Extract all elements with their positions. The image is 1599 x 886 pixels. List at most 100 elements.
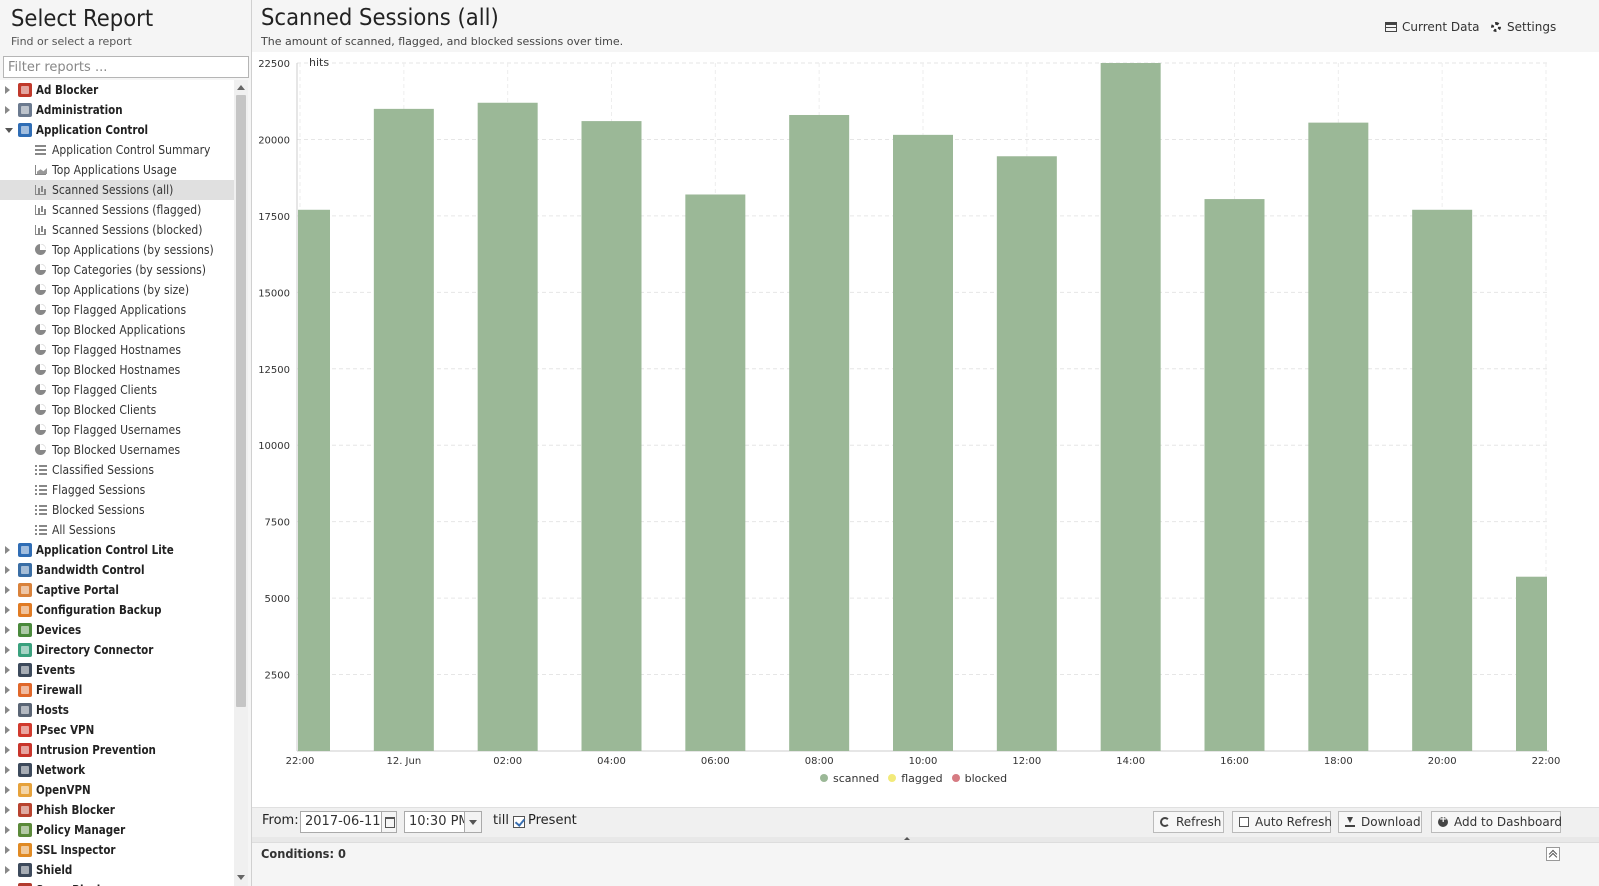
chevron-right-icon[interactable] — [5, 766, 10, 774]
bar-scanned[interactable] — [1516, 576, 1547, 751]
tree-category-phish-blocker[interactable]: Phish Blocker — [0, 800, 236, 820]
from-date-field[interactable]: 2017-06-11 — [300, 811, 396, 833]
ad-blocker-icon — [18, 83, 32, 97]
legend-item-scanned[interactable]: scanned — [820, 772, 879, 785]
tree-report-item[interactable]: Scanned Sessions (flagged) — [0, 200, 236, 220]
bar-scanned[interactable] — [996, 156, 1057, 752]
administration-icon — [18, 103, 32, 117]
tree-report-item[interactable]: Top Blocked Applications — [0, 320, 236, 340]
chevron-right-icon[interactable] — [5, 806, 10, 814]
tree-category-events[interactable]: Events — [0, 660, 236, 680]
tree-category-shield[interactable]: Shield — [0, 860, 236, 880]
bar-scanned[interactable] — [373, 108, 434, 751]
tree-category-intrusion-prevention[interactable]: Intrusion Prevention — [0, 740, 236, 760]
bar-scanned[interactable] — [1308, 122, 1369, 752]
tree-category-bandwidth-control[interactable]: Bandwidth Control — [0, 560, 236, 580]
tree-category-directory-connector[interactable]: Directory Connector — [0, 640, 236, 660]
legend-item-flagged[interactable]: flagged — [888, 772, 943, 785]
chevron-right-icon[interactable] — [5, 866, 10, 874]
chevron-right-icon[interactable] — [5, 706, 10, 714]
scroll-down-icon[interactable] — [237, 875, 245, 880]
tree-report-item[interactable]: Blocked Sessions — [0, 500, 236, 520]
auto-refresh-button[interactable]: Auto Refresh — [1232, 811, 1332, 833]
legend-item-blocked[interactable]: blocked — [951, 772, 1007, 785]
collapse-icon[interactable] — [1546, 847, 1560, 861]
tree-category-hosts[interactable]: Hosts — [0, 700, 236, 720]
tree-report-item[interactable]: Top Flagged Usernames — [0, 420, 236, 440]
tree-report-item[interactable]: Top Blocked Usernames — [0, 440, 236, 460]
chevron-right-icon[interactable] — [5, 106, 10, 114]
chevron-right-icon[interactable] — [5, 606, 10, 614]
chevron-right-icon[interactable] — [5, 566, 10, 574]
tree-category-openvpn[interactable]: OpenVPN — [0, 780, 236, 800]
chevron-right-icon[interactable] — [5, 546, 10, 554]
tree-report-item[interactable]: Top Blocked Clients — [0, 400, 236, 420]
tree-report-item[interactable]: Scanned Sessions (all) — [0, 180, 236, 200]
from-time-select[interactable]: 10:30 PM — [404, 811, 482, 833]
tree-report-item[interactable]: Flagged Sessions — [0, 480, 236, 500]
add-to-dashboard-button[interactable]: Add to Dashboard — [1431, 811, 1562, 833]
bar-scanned[interactable] — [581, 121, 642, 751]
splitter-grip-icon[interactable] — [904, 837, 910, 840]
chevron-down-icon[interactable] — [464, 811, 482, 833]
tree-report-item[interactable]: Top Applications Usage — [0, 160, 236, 180]
scroll-up-icon[interactable] — [237, 85, 245, 90]
tree-category-ad-blocker[interactable]: Ad Blocker — [0, 80, 236, 100]
chevron-right-icon[interactable] — [5, 786, 10, 794]
bar-scanned[interactable] — [1100, 63, 1161, 751]
tree-report-item[interactable]: Application Control Summary — [0, 140, 236, 160]
tree-category-spam-blocker[interactable]: Spam Blocker — [0, 880, 236, 886]
chevron-right-icon[interactable] — [5, 646, 10, 654]
refresh-button[interactable]: Refresh — [1153, 811, 1224, 833]
present-checkbox[interactable] — [513, 816, 525, 828]
chevron-down-icon[interactable] — [5, 128, 13, 133]
chevron-right-icon[interactable] — [5, 666, 10, 674]
chevron-right-icon[interactable] — [5, 746, 10, 754]
tree-report-item[interactable]: Classified Sessions — [0, 460, 236, 480]
tree-category-ssl-inspector[interactable]: SSL Inspector — [0, 840, 236, 860]
bar-scanned[interactable] — [789, 114, 850, 751]
bar-scanned[interactable] — [1204, 199, 1265, 751]
tree-category-ipsec-vpn[interactable]: IPsec VPN — [0, 720, 236, 740]
tree-category-administration[interactable]: Administration — [0, 100, 236, 120]
bar-scanned[interactable] — [477, 102, 538, 752]
settings-button[interactable]: Settings — [1488, 17, 1568, 37]
tree-category-application-control-lite[interactable]: Application Control Lite — [0, 540, 236, 560]
chevron-right-icon[interactable] — [5, 86, 10, 94]
scrollbar-thumb[interactable] — [236, 95, 246, 707]
download-button[interactable]: Download — [1338, 811, 1422, 833]
tree-report-item[interactable]: Top Blocked Hostnames — [0, 360, 236, 380]
tree-category-network[interactable]: Network — [0, 760, 236, 780]
tree-scrollbar[interactable] — [234, 80, 248, 886]
bar-scanned[interactable] — [685, 194, 746, 752]
chevron-right-icon[interactable] — [5, 586, 10, 594]
tree-report-item[interactable]: Scanned Sessions (blocked) — [0, 220, 236, 240]
tree-category-devices[interactable]: Devices — [0, 620, 236, 640]
tree-report-item[interactable]: Top Flagged Hostnames — [0, 340, 236, 360]
chevron-right-icon[interactable] — [5, 726, 10, 734]
filter-reports-input[interactable] — [3, 56, 249, 78]
tree-report-item[interactable]: Top Flagged Applications — [0, 300, 236, 320]
conditions-label[interactable]: Conditions: 0 — [261, 847, 346, 861]
bar-scanned[interactable] — [298, 209, 330, 752]
tree-category-firewall[interactable]: Firewall — [0, 680, 236, 700]
bar-scanned[interactable] — [1412, 209, 1473, 752]
tree-category-application-control[interactable]: Application Control — [0, 120, 236, 140]
bar-scanned[interactable] — [893, 134, 953, 751]
chevron-right-icon[interactable] — [5, 686, 10, 694]
application-control-lite-icon — [18, 543, 32, 557]
panel-splitter[interactable] — [252, 837, 1599, 842]
tree-report-item[interactable]: Top Categories (by sessions) — [0, 260, 236, 280]
chevron-right-icon[interactable] — [5, 826, 10, 834]
tree-report-item[interactable]: Top Flagged Clients — [0, 380, 236, 400]
tree-category-policy-manager[interactable]: Policy Manager — [0, 820, 236, 840]
current-data-button[interactable]: Current Data — [1383, 17, 1483, 37]
tree-report-item[interactable]: Top Applications (by sessions) — [0, 240, 236, 260]
chevron-right-icon[interactable] — [5, 626, 10, 634]
tree-category-configuration-backup[interactable]: Configuration Backup — [0, 600, 236, 620]
chevron-right-icon[interactable] — [5, 846, 10, 854]
tree-report-item[interactable]: Top Applications (by size) — [0, 280, 236, 300]
tree-category-captive-portal[interactable]: Captive Portal — [0, 580, 236, 600]
calendar-icon[interactable] — [381, 811, 397, 833]
tree-report-item[interactable]: All Sessions — [0, 520, 236, 540]
